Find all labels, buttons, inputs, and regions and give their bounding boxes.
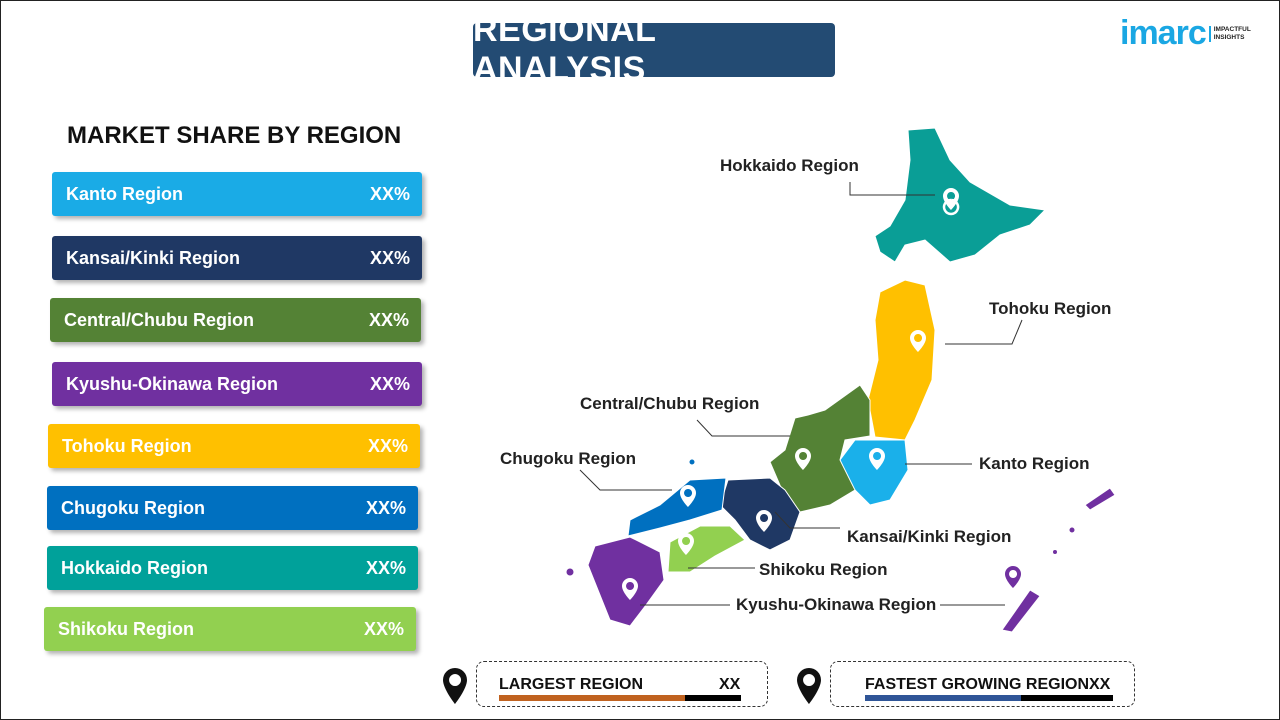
region-name: Kansai/Kinki Region xyxy=(66,247,241,268)
market-share-bar: Kanto Region XX% xyxy=(52,172,422,216)
imarc-logo: imarc IMPACTFUL INSIGHTS xyxy=(1120,14,1251,53)
market-share-bar: Kyushu-Okinawa Region XX% xyxy=(52,362,422,406)
region-central xyxy=(769,384,871,513)
label-hokkaido: Hokkaido Region xyxy=(720,156,859,175)
map-pin-icon xyxy=(869,448,885,470)
fastest-growing-card: FASTEST GROWING REGION XX xyxy=(830,661,1135,707)
region-share: XX% xyxy=(365,557,406,578)
map-pin-icon xyxy=(910,330,926,352)
region-share: XX% xyxy=(369,373,410,394)
market-share-bar: Hokkaido Region XX% xyxy=(47,546,418,590)
label-kanto: Kanto Region xyxy=(979,454,1090,473)
region-share: XX% xyxy=(363,618,404,639)
largest-region-label: LARGEST REGION xyxy=(499,676,644,693)
location-pin-icon xyxy=(443,668,467,704)
region-hokkaido xyxy=(874,127,1047,263)
market-share-heading: MARKET SHARE BY REGION xyxy=(67,122,402,149)
region-share: XX% xyxy=(365,497,406,518)
region-name: Chugoku Region xyxy=(61,497,205,518)
region-share: XX% xyxy=(369,183,410,204)
region-name: Shikoku Region xyxy=(58,618,195,639)
region-name: Tohoku Region xyxy=(62,435,192,456)
label-kansai: Kansai/Kinki Region xyxy=(847,527,1011,546)
region-tohoku xyxy=(867,279,936,441)
label-shikoku: Shikoku Region xyxy=(759,560,887,579)
fastest-growing-bar xyxy=(865,695,1113,701)
market-share-bar: Shikoku Region XX% xyxy=(44,607,416,651)
largest-region-card: LARGEST REGION XX xyxy=(476,661,768,707)
map-pin-icon xyxy=(680,485,696,507)
logo-tagline: IMPACTFUL INSIGHTS xyxy=(1208,25,1251,42)
market-share-bar: Chugoku Region XX% xyxy=(47,486,418,530)
region-islands xyxy=(1084,487,1116,511)
label-central: Central/Chubu Region xyxy=(580,394,759,413)
fastest-growing-label: FASTEST GROWING REGION xyxy=(865,676,1090,693)
region-shikoku xyxy=(667,525,746,573)
map-pin-icon xyxy=(795,448,811,470)
market-share-bar: Tohoku Region XX% xyxy=(48,424,420,468)
map-pin-icon xyxy=(678,533,694,555)
market-share-bar: Kansai/Kinki Region XX% xyxy=(52,236,422,280)
map-pin-icon xyxy=(622,578,638,600)
logo-word: imarc xyxy=(1120,14,1207,52)
region-name: Central/Chubu Region xyxy=(64,309,254,330)
map-pin-icon xyxy=(756,510,772,532)
region-name: Hokkaido Region xyxy=(61,557,209,578)
map-pin-icon xyxy=(943,188,959,210)
okinawa-pin-icon xyxy=(1005,566,1021,588)
market-share-bar: Central/Chubu Region XX% xyxy=(50,298,421,342)
region-name: Kanto Region xyxy=(66,183,183,204)
label-tohoku: Tohoku Region xyxy=(989,299,1111,318)
largest-region-bar xyxy=(499,695,741,701)
fastest-growing-value: XX xyxy=(1089,676,1111,693)
region-share: XX% xyxy=(367,435,408,456)
region-okinawa xyxy=(1001,589,1041,633)
region-chugoku xyxy=(627,477,727,537)
region-share: XX% xyxy=(369,247,410,268)
label-chugoku: Chugoku Region xyxy=(500,449,636,468)
largest-region-value: XX xyxy=(719,676,741,693)
label-kyushu: Kyushu-Okinawa Region xyxy=(736,595,936,614)
region-name: Kyushu-Okinawa Region xyxy=(66,373,279,394)
region-share: XX% xyxy=(368,309,409,330)
location-pin-icon xyxy=(797,668,821,704)
